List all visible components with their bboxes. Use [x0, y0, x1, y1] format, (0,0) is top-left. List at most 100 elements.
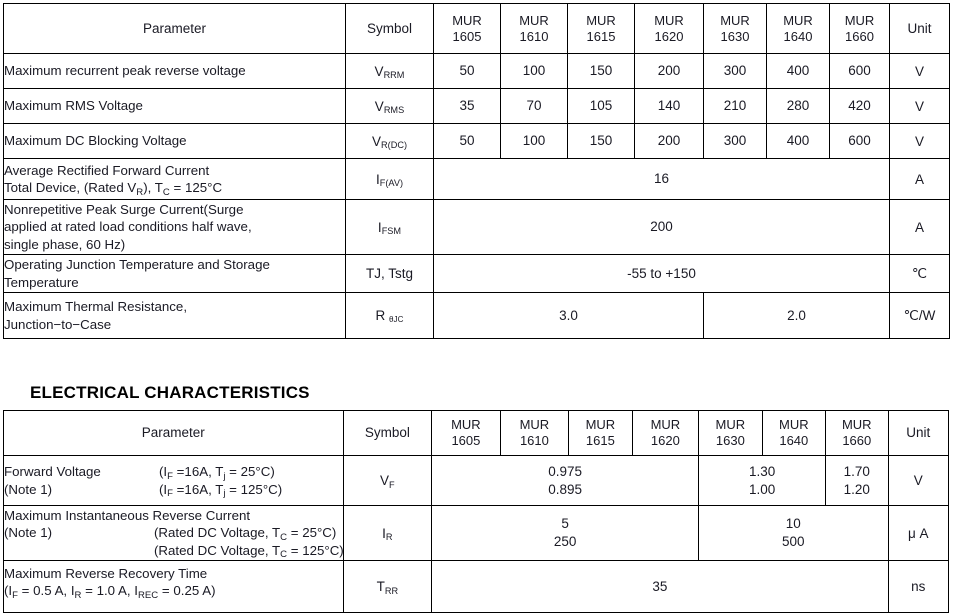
table-row: Maximum Instantaneous Reverse Current (N…	[3, 505, 949, 561]
value-cell: 105	[567, 88, 635, 124]
part-number: 1660	[842, 433, 872, 448]
text-part: ), T	[143, 180, 163, 195]
text-part: =16A, T	[172, 481, 224, 497]
text-part: = 125°C)	[287, 542, 344, 558]
table-row: Maximum Thermal Resistance, Junction−to−…	[3, 292, 950, 339]
maximum-ratings-table: Parameter Symbol MUR 1605 MUR 1610 MUR 1…	[3, 3, 950, 339]
part-number: 1610	[519, 28, 549, 44]
electrical-characteristics-table: Parameter Symbol MUR 1605 MUR 1610 MUR 1…	[3, 410, 949, 613]
part-number: 1610	[519, 433, 549, 448]
parameter-line-1: Forward Voltage (IF =16A, Tj = 25°C)	[4, 463, 343, 482]
parameter-condition: (Rated DC Voltage, TC = 125°C)	[154, 542, 344, 561]
symbol-cell: R θJC	[345, 292, 434, 339]
header-part-mur1620: MUR 1620	[634, 3, 704, 54]
header-part-mur1640: MUR 1640	[766, 3, 830, 54]
header-part-mur1615: MUR 1615	[568, 410, 633, 456]
header-part-mur1660: MUR 1660	[825, 410, 889, 456]
table-row: Maximum recurrent peak reverse voltage V…	[3, 53, 950, 89]
value-group-1605-1620: 0.975 0.895	[431, 455, 700, 506]
value-cell: 300	[703, 123, 767, 159]
part-prefix: MUR	[452, 12, 482, 28]
subscript: R	[136, 186, 144, 198]
header-part-mur1615: MUR 1615	[567, 3, 635, 54]
parameter-line-1: Maximum Instantaneous Reverse Current	[4, 508, 251, 524]
header-symbol: Symbol	[345, 3, 434, 54]
symbol-base: V	[374, 98, 384, 114]
text-part: = 0.25 A)	[158, 583, 216, 599]
table-header-row: Parameter Symbol MUR 1605 MUR 1610 MUR 1…	[3, 3, 950, 54]
parameter-condition: (IF =16A, Tj = 125°C)	[159, 481, 283, 500]
unit-cell: A	[889, 158, 950, 200]
part-prefix: MUR	[841, 417, 872, 433]
symbol-cell: VRRM	[345, 53, 434, 89]
subscript: F	[167, 470, 173, 482]
value-cell: 100	[500, 123, 568, 159]
symbol-base: V	[372, 133, 382, 149]
symbol-cell: IFSM	[345, 199, 434, 255]
part-prefix: MUR	[844, 12, 875, 28]
value-line-1: 5	[561, 516, 569, 532]
part-prefix: MUR	[715, 417, 746, 433]
table-row: Operating Junction Temperature and Stora…	[3, 254, 950, 293]
parameter-line-2: Temperature	[4, 274, 79, 290]
section-title-electrical-characteristics: ELECTRICAL CHARACTERISTICS	[30, 383, 310, 402]
symbol-subscript: R(DC)	[381, 140, 407, 151]
symbol-cell: VR(DC)	[345, 123, 434, 159]
part-prefix: MUR	[654, 12, 684, 28]
symbol-subscript: F	[389, 479, 395, 490]
part-prefix: MUR	[586, 12, 616, 28]
symbol-subscript: F(AV)	[379, 178, 404, 189]
value-cell: 400	[766, 53, 830, 89]
value-line-1: 0.975	[548, 463, 583, 479]
value-cell: 200	[634, 53, 704, 89]
symbol-cell: VRMS	[345, 88, 434, 124]
unit-cell: V	[889, 88, 950, 124]
text-part: Total Device, (Rated V	[4, 180, 137, 195]
parameter-line-2: (Note 1) (IF =16A, Tj = 125°C)	[4, 481, 343, 500]
merged-value-cell: 35	[431, 560, 889, 613]
value-cell: 420	[829, 88, 890, 124]
unit-cell: V	[889, 53, 950, 89]
value-line-2: 1.20	[843, 481, 870, 497]
merged-value-cell: -55 to +150	[433, 254, 890, 293]
header-part-mur1605: MUR 1605	[431, 410, 501, 456]
parameter-line-3: (Rated DC Voltage, TC = 125°C)	[4, 542, 344, 561]
value-line-2: 500	[782, 534, 805, 549]
value-cell: 150	[567, 53, 635, 89]
part-number: 1605	[451, 433, 481, 448]
subscript: F	[12, 589, 18, 601]
symbol-cell: VF	[342, 455, 433, 506]
parameter-line-1: Maximum Reverse Recovery Time	[4, 566, 208, 581]
value-cell: 70	[500, 88, 568, 124]
symbol-subscript: θJC	[389, 315, 404, 325]
subscript: REC	[138, 589, 159, 601]
symbol-base: R	[375, 308, 386, 323]
subscript: j	[223, 470, 226, 482]
symbol-subscript: R	[385, 532, 393, 543]
text-part: = 1.0 A, I	[81, 583, 138, 599]
subscript: j	[223, 488, 226, 500]
unit-cell: V	[887, 455, 949, 506]
subscript: C	[280, 549, 288, 561]
symbol-subscript: RRM	[383, 70, 405, 81]
value-cell: 400	[766, 123, 830, 159]
subscript: C	[280, 532, 288, 544]
part-prefix: MUR	[585, 417, 616, 433]
text-part: = 125°C)	[225, 481, 283, 497]
merged-value-cell: 16	[433, 158, 890, 200]
symbol-cell: TJ, Tstg	[345, 254, 434, 293]
parameter-cell: Maximum Instantaneous Reverse Current (N…	[3, 505, 344, 561]
value-line-1: 10	[785, 516, 801, 532]
value-line-1: 1.30	[748, 463, 776, 479]
header-parameter: Parameter	[3, 3, 346, 54]
part-prefix: MUR	[779, 417, 809, 433]
value-group-1660: 1.70 1.20	[825, 455, 889, 506]
text-part: (I	[159, 464, 168, 480]
subscript: F	[167, 488, 173, 500]
text-part: = 25°C)	[287, 525, 337, 541]
parameter-line-1: Operating Junction Temperature and Stora…	[4, 257, 270, 273]
value-cell: 50	[433, 53, 501, 89]
value-cell: 210	[703, 88, 767, 124]
value-line-2: 250	[553, 534, 577, 549]
